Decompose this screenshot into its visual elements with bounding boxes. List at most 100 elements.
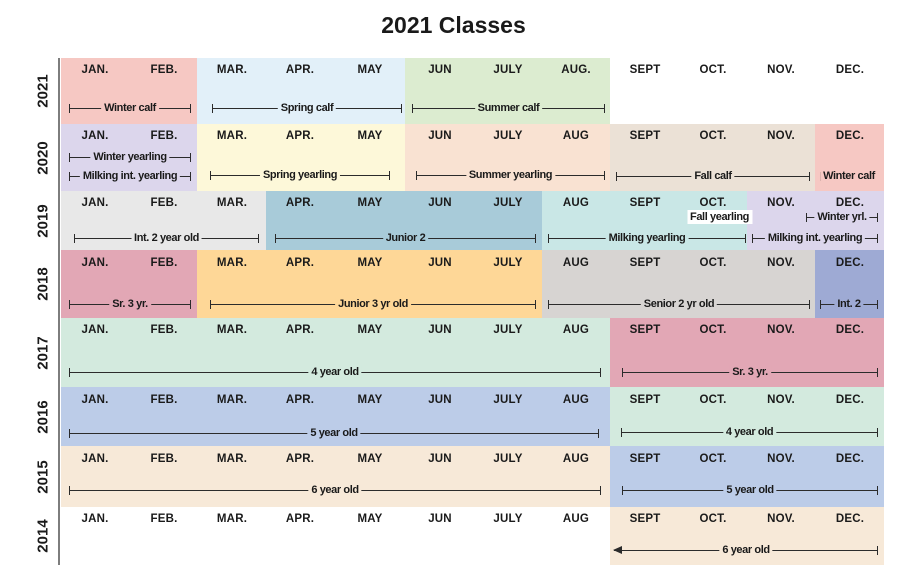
month-label: SEPT (629, 324, 661, 336)
span-tick-right (600, 368, 601, 377)
month-label: APR. (285, 197, 315, 209)
class-span: Fall yearling (687, 210, 752, 224)
month-label: MAR. (216, 394, 248, 406)
class-label: Int. 2 (834, 297, 864, 311)
month-label: SEPT (629, 513, 661, 525)
month-label: JULY (493, 257, 523, 269)
year-label-2016: 2016 (28, 387, 58, 446)
month-label: FEB. (150, 453, 178, 465)
month-label: SEPT (629, 453, 661, 465)
span-tick-left (275, 234, 276, 243)
class-span: Int. 2 (820, 297, 878, 311)
month-label: OCT. (699, 257, 727, 269)
year-label-2018: 2018 (28, 250, 58, 318)
class-label: Fall yearling (687, 210, 752, 224)
class-span: 4 year old (621, 425, 878, 439)
year-axis-line (58, 58, 60, 565)
month-label: FEB. (150, 197, 178, 209)
month-label: MAR. (216, 130, 248, 142)
span-tick-right (190, 172, 191, 181)
class-label: 4 year old (722, 425, 777, 439)
span-tick-right (877, 368, 878, 377)
month-label: JULY (493, 394, 523, 406)
class-span: 6 year old (613, 543, 878, 557)
month-label: DEC. (835, 394, 865, 406)
month-label: JULY (493, 453, 523, 465)
span-tick-right (535, 300, 536, 309)
span-tick-left (69, 153, 70, 162)
month-label: MAR. (216, 453, 248, 465)
span-tick-left (548, 234, 549, 243)
class-span: Summer calf (412, 101, 605, 115)
month-label: MAR. (216, 257, 248, 269)
span-tick-left (69, 486, 70, 495)
class-span: Milking int. yearling (752, 231, 878, 245)
month-label: SEPT (629, 394, 661, 406)
month-label: NOV. (767, 64, 795, 76)
month-label: OCT. (699, 324, 727, 336)
year-label-text: 2017 (34, 335, 52, 370)
span-tick-right (877, 234, 878, 243)
month-label: JAN. (81, 513, 109, 525)
month-label: MAY (357, 513, 383, 525)
class-label: Winter calf (820, 169, 878, 183)
year-label-2020: 2020 (28, 124, 58, 191)
month-label: OCT. (699, 64, 727, 76)
year-label-2017: 2017 (28, 318, 58, 387)
month-label: DEC. (835, 257, 865, 269)
month-label: APR. (285, 257, 315, 269)
class-label: Milking int. yearling (764, 231, 866, 245)
month-label: AUG (562, 130, 590, 142)
month-label: OCT. (699, 197, 727, 209)
span-tick-right (190, 300, 191, 309)
class-label: 5 year old (723, 483, 777, 497)
class-label: Summer calf (474, 101, 543, 115)
span-tick-left (752, 234, 753, 243)
month-label: NOV. (767, 197, 795, 209)
span-tick-right (600, 486, 601, 495)
class-span: 5 year old (69, 426, 599, 440)
class-span: Winter calf (820, 169, 878, 183)
month-label: MAR. (216, 324, 248, 336)
span-tick-right (809, 172, 810, 181)
month-label: JAN. (81, 257, 109, 269)
class-span: Milking int. yearling (69, 169, 191, 183)
class-label: 5 year old (307, 426, 361, 440)
month-label: AUG (562, 394, 590, 406)
month-label: FEB. (150, 324, 178, 336)
class-label: Junior 2 (382, 231, 429, 245)
month-label: DEC. (835, 324, 865, 336)
span-tick-right (401, 104, 402, 113)
month-label: JULY (493, 64, 523, 76)
month-label: JUN (428, 324, 452, 336)
month-label: FEB. (150, 64, 178, 76)
month-label: SEPT (629, 130, 661, 142)
month-label: JUN (428, 130, 452, 142)
month-label: OCT. (699, 130, 727, 142)
month-label: JAN. (81, 197, 109, 209)
class-span: Summer yearling (416, 168, 605, 182)
month-label: NOV. (767, 130, 795, 142)
month-label: JUN (428, 453, 452, 465)
span-tick-left (69, 172, 70, 181)
month-label: JAN. (81, 394, 109, 406)
month-label: SEPT (629, 197, 661, 209)
month-label: OCT. (699, 513, 727, 525)
month-label: JULY (493, 130, 523, 142)
class-span: Junior 3 yr old (210, 297, 536, 311)
month-label: MAR. (216, 197, 248, 209)
month-label: SEPT (629, 64, 661, 76)
span-tick-left (69, 104, 70, 113)
span-tick-right (877, 486, 878, 495)
span-tick-right (877, 300, 878, 309)
month-label: DEC. (835, 64, 865, 76)
class-label: Int. 2 year old (131, 231, 202, 245)
month-label: AUG (562, 257, 590, 269)
month-label: APR. (285, 324, 315, 336)
year-label-2019: 2019 (28, 191, 58, 250)
month-label: AUG. (561, 64, 591, 76)
month-label: APR. (285, 513, 315, 525)
class-span: Senior 2 yr old (548, 297, 810, 311)
month-label: NOV. (767, 324, 795, 336)
month-label: APR. (285, 64, 315, 76)
